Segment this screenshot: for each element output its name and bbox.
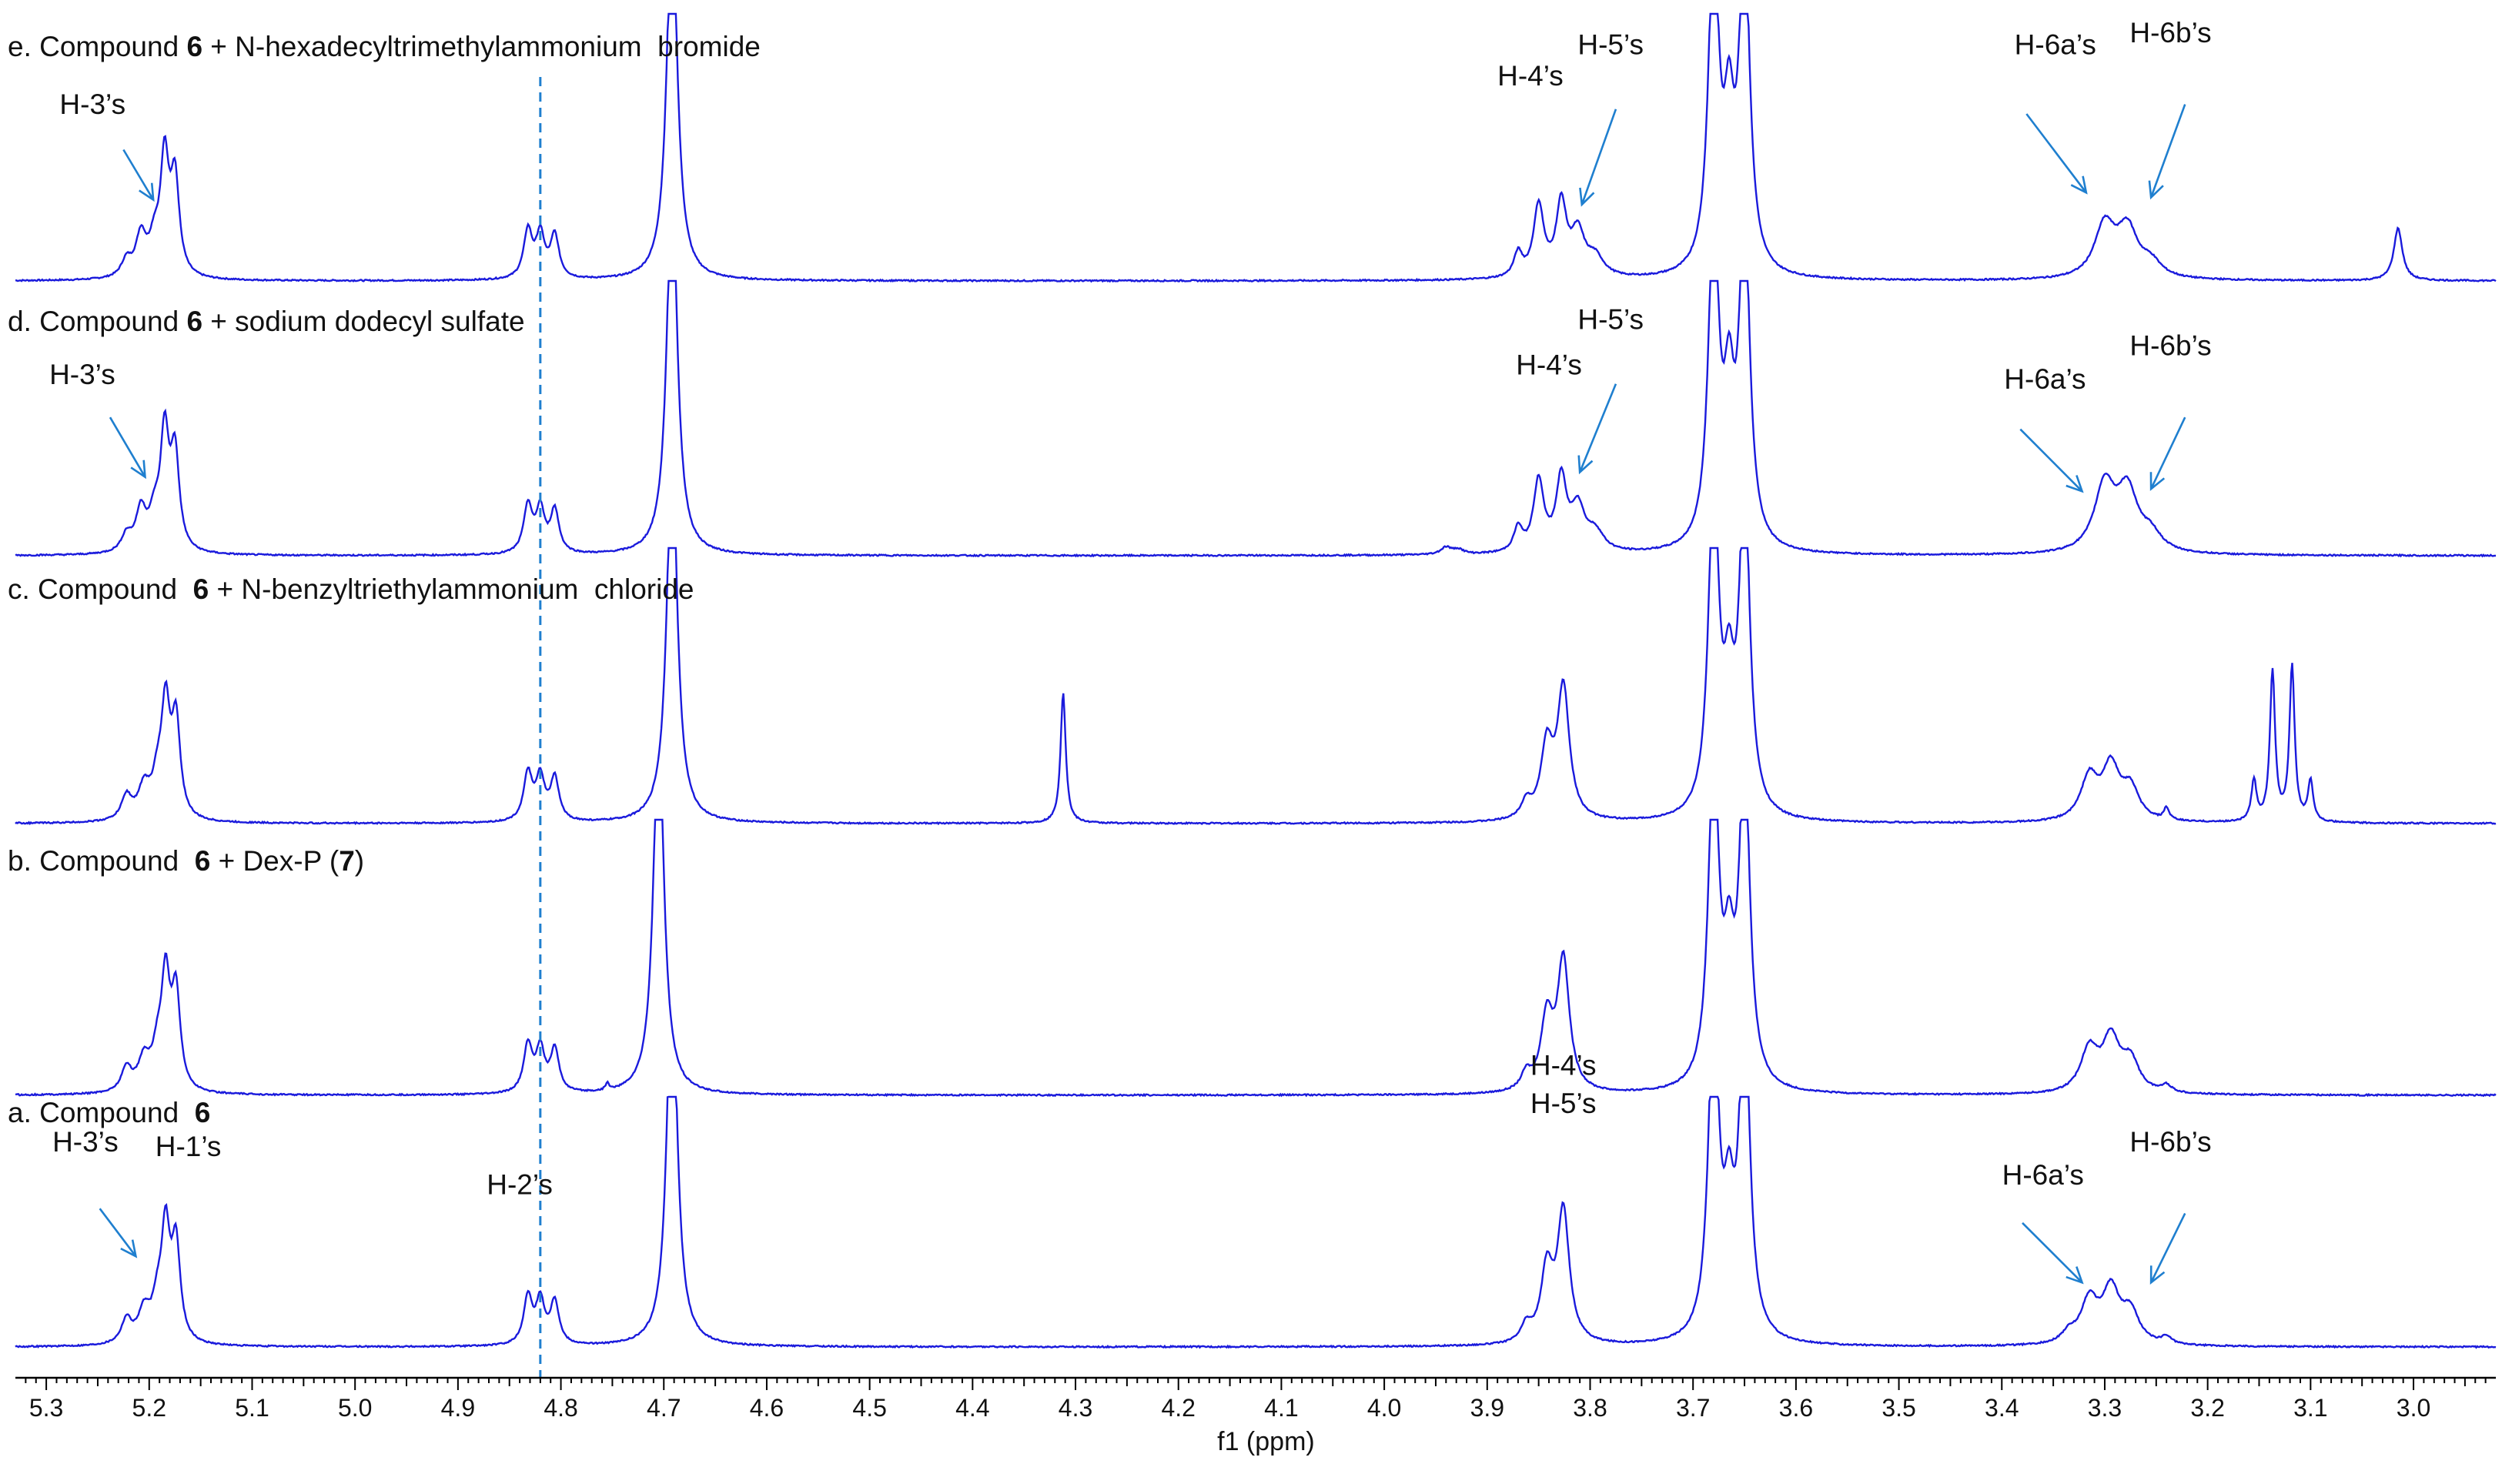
label-arrow-d-0 xyxy=(109,416,146,480)
x-tick-label: 3.5 xyxy=(1882,1394,1915,1422)
x-tick-label: 4.9 xyxy=(441,1394,475,1422)
x-axis-title: f1 (ppm) xyxy=(1217,1427,1315,1456)
x-tick-label: 4.5 xyxy=(852,1394,886,1422)
label-arrow-a-1 xyxy=(2022,1222,2084,1285)
spectrum-trace-c xyxy=(15,546,2497,826)
peak-annotations: H-3’s H-4’s H-5’s H-6a’s H-6b’s H-3’s H-4’s H-5… xyxy=(49,17,2212,1285)
x-tick-label: 5.1 xyxy=(235,1394,269,1422)
peak-label-d-4: H-6b’s xyxy=(2129,330,2211,362)
peak-label-e-1: H-4’s xyxy=(1497,60,1564,92)
label-arrow-d-1 xyxy=(1577,383,1617,475)
x-tick-label: 5.2 xyxy=(132,1394,166,1422)
x-tick-label: 5.0 xyxy=(338,1394,372,1422)
x-tick-label: 3.8 xyxy=(1573,1394,1607,1422)
x-tick-label: 4.4 xyxy=(955,1394,989,1422)
peak-label-a-6: H-6b’s xyxy=(2129,1126,2211,1158)
x-tick-label: 4.8 xyxy=(544,1394,577,1422)
label-arrow-d-3 xyxy=(2149,416,2186,491)
x-tick-label: 3.6 xyxy=(1779,1394,1813,1422)
peak-label-e-0: H-3’s xyxy=(59,89,125,120)
x-tick-label: 4.2 xyxy=(1161,1394,1195,1422)
spectrum-title-a: a. Compound 6 xyxy=(8,1097,210,1128)
label-arrow-a-0 xyxy=(99,1208,138,1258)
peak-label-d-2: H-5’s xyxy=(1577,304,1644,336)
peak-label-a-2: H-2’s xyxy=(487,1169,553,1201)
peak-label-a-1: H-1’s xyxy=(156,1131,222,1162)
peak-label-d-1: H-4’s xyxy=(1516,349,1582,380)
x-tick-label: 3.2 xyxy=(2190,1394,2224,1422)
x-tick-label: 3.0 xyxy=(2397,1394,2430,1422)
peak-label-d-3: H-6a’s xyxy=(2004,363,2086,395)
x-tick-label: 3.7 xyxy=(1676,1394,1710,1422)
spectrum-title-c: c. Compound 6 + N-benzyltriethylammonium… xyxy=(8,573,694,605)
x-axis-ticks: 5.3 5.2 5.1 5.0 4.9 4.8 4.7 4.6 4.5 4.4 4.3 4.2 4.1 4… xyxy=(25,1378,2487,1422)
label-arrow-e-1 xyxy=(1579,109,1617,207)
x-tick-label: 5.3 xyxy=(29,1394,63,1422)
spectrum-title-d: d. Compound 6 + sodium dodecyl sulfate xyxy=(8,306,525,337)
label-arrow-e-0 xyxy=(122,149,155,202)
spectra-traces xyxy=(15,12,2497,1349)
peak-label-a-5: H-6a’s xyxy=(2002,1159,2084,1191)
label-arrow-e-3 xyxy=(2148,104,2186,200)
x-tick-label: 4.6 xyxy=(750,1394,784,1422)
spectrum-trace-d xyxy=(15,279,2497,558)
x-tick-label: 3.3 xyxy=(2088,1394,2122,1422)
peak-label-a-0: H-3’s xyxy=(52,1126,119,1158)
spectrum-trace-a xyxy=(15,1095,2497,1349)
spectrum-trace-e xyxy=(15,12,2497,283)
peak-label-a-4: H-5’s xyxy=(1530,1088,1597,1119)
peak-label-e-4: H-6b’s xyxy=(2129,17,2211,48)
x-tick-label: 3.4 xyxy=(1985,1394,2019,1422)
x-tick-label: 3.1 xyxy=(2293,1394,2327,1422)
peak-label-a-3: H-4’s xyxy=(1530,1050,1597,1081)
x-tick-label: 3.9 xyxy=(1470,1394,1504,1422)
label-arrow-e-2 xyxy=(2025,113,2088,195)
spectrum-trace-b xyxy=(15,818,2497,1098)
label-arrow-a-2 xyxy=(2149,1212,2186,1285)
x-tick-label: 4.3 xyxy=(1059,1394,1092,1422)
peak-label-d-0: H-3’s xyxy=(49,359,115,390)
spectrum-titles: e. Compound 6 + N-hexadecyltrimethylammo… xyxy=(8,31,761,1128)
spectrum-title-b: b. Compound 6 + Dex-P (7) xyxy=(8,845,364,877)
x-axis: 5.3 5.2 5.1 5.0 4.9 4.8 4.7 4.6 4.5 4.4 4.3 4.2 4.1 4… xyxy=(15,1376,2496,1456)
x-tick-label: 4.1 xyxy=(1264,1394,1298,1422)
peak-label-e-3: H-6a’s xyxy=(2015,29,2096,61)
peak-label-e-2: H-5’s xyxy=(1577,29,1644,61)
x-tick-label: 4.7 xyxy=(647,1394,681,1422)
x-tick-label: 4.0 xyxy=(1367,1394,1401,1422)
label-arrow-d-2 xyxy=(2019,428,2084,493)
spectrum-title-e: e. Compound 6 + N-hexadecyltrimethylammo… xyxy=(8,31,761,62)
